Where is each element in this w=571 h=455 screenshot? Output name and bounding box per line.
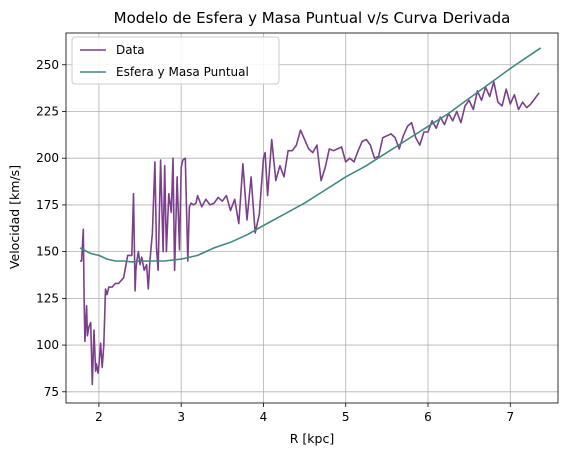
x-tick-label: 7 [506, 410, 514, 424]
chart-title: Modelo de Esfera y Masa Puntual v/s Curv… [114, 9, 511, 27]
data-series-line [80, 80, 540, 386]
model-series-line [79, 47, 542, 263]
y-tick-label: 175 [36, 198, 59, 212]
y-tick-label: 125 [36, 291, 59, 305]
y-tick-label: 150 [36, 245, 59, 259]
x-tick-label: 6 [424, 410, 432, 424]
legend-label-model: Esfera y Masa Puntual [116, 65, 249, 79]
x-tick-label: 5 [342, 410, 350, 424]
legend-label-data: Data [116, 43, 145, 57]
y-axis-label: Velocidad [km/s] [7, 165, 22, 269]
x-tick-label: 3 [177, 410, 185, 424]
y-tick-label: 250 [36, 58, 59, 72]
axis-ticks: 2 3 4 5 6 7 75 100 125 150 175 200 225 250 [36, 58, 514, 424]
y-tick-label: 100 [36, 338, 59, 352]
x-axis-label: R [kpc] [290, 431, 334, 446]
legend: Data Esfera y Masa Puntual [71, 36, 280, 85]
y-tick-label: 225 [36, 104, 59, 118]
y-tick-label: 75 [44, 385, 59, 399]
legend-box [71, 36, 280, 85]
plot-frame [65, 32, 559, 404]
x-tick-label: 4 [260, 410, 268, 424]
series-layer [79, 47, 542, 386]
x-tick-label: 2 [95, 410, 103, 424]
grid [66, 33, 558, 403]
y-tick-label: 200 [36, 151, 59, 165]
